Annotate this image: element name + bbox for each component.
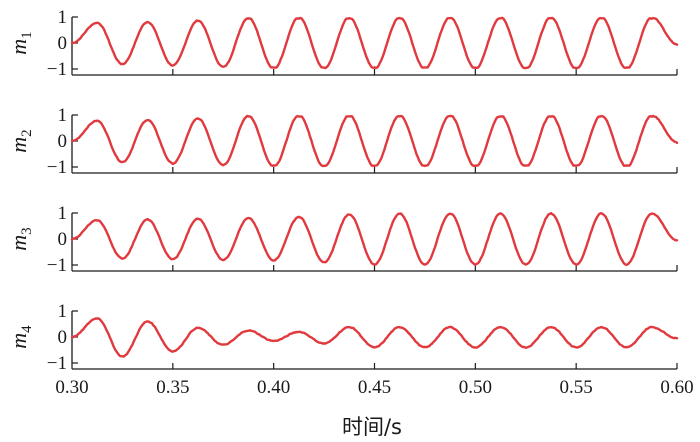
y-tick-label: 1 bbox=[58, 301, 68, 322]
y-axis-label: m2 bbox=[6, 129, 35, 152]
y-axis-label: m4 bbox=[6, 325, 35, 349]
x-axis-label: 时间/s bbox=[342, 415, 402, 439]
y-axis-label: m3 bbox=[6, 227, 35, 250]
y-axis-label-subscript: 4 bbox=[19, 325, 35, 333]
y-axis-label-subscript: 2 bbox=[19, 129, 35, 137]
y-tick-label: −1 bbox=[47, 353, 67, 374]
y-axis-label-var: m bbox=[6, 137, 31, 153]
y-axis-label-var: m bbox=[6, 235, 31, 251]
panel-3: 1 0 −1 m3 bbox=[6, 203, 679, 276]
y-tick-label: −1 bbox=[47, 255, 67, 276]
panel-1: 10−1m1 bbox=[6, 7, 679, 80]
y-tick-label: 1 bbox=[58, 105, 68, 126]
x-tick-label: 0.60 bbox=[660, 377, 693, 398]
series-line bbox=[70, 212, 679, 267]
y-axis-label-var: m bbox=[6, 333, 31, 349]
panel-4: 1 0 −1 m4 bbox=[6, 301, 679, 374]
series-line bbox=[70, 317, 679, 358]
x-tick-label: 0.40 bbox=[257, 377, 290, 398]
y-tick-label: 1 bbox=[58, 203, 68, 224]
y-tick-label: −1 bbox=[47, 59, 67, 80]
y-tick-label: 1 bbox=[58, 7, 68, 28]
series-line bbox=[70, 114, 679, 168]
panel-2: 1 0 −1 m2 bbox=[6, 105, 679, 178]
y-axis-label-subscript: 3 bbox=[19, 227, 35, 235]
x-tick-label: 0.45 bbox=[358, 377, 391, 398]
x-tick-label: 0.50 bbox=[459, 377, 492, 398]
y-axis-label: m1 bbox=[6, 31, 35, 54]
x-tick-label: 0.55 bbox=[560, 377, 593, 398]
y-tick-label: 0 bbox=[58, 327, 68, 348]
x-tick-label: 0.30 bbox=[55, 377, 88, 398]
y-tick-label: 0 bbox=[58, 229, 68, 250]
series-line bbox=[70, 16, 679, 70]
y-axis-label-subscript: 1 bbox=[19, 31, 35, 39]
y-tick-label: −1 bbox=[47, 157, 67, 178]
y-tick-label: 0 bbox=[58, 131, 68, 152]
y-tick-label: 0 bbox=[58, 33, 68, 54]
y-axis-label-var: m bbox=[6, 39, 31, 55]
x-tick-label: 0.35 bbox=[156, 377, 189, 398]
